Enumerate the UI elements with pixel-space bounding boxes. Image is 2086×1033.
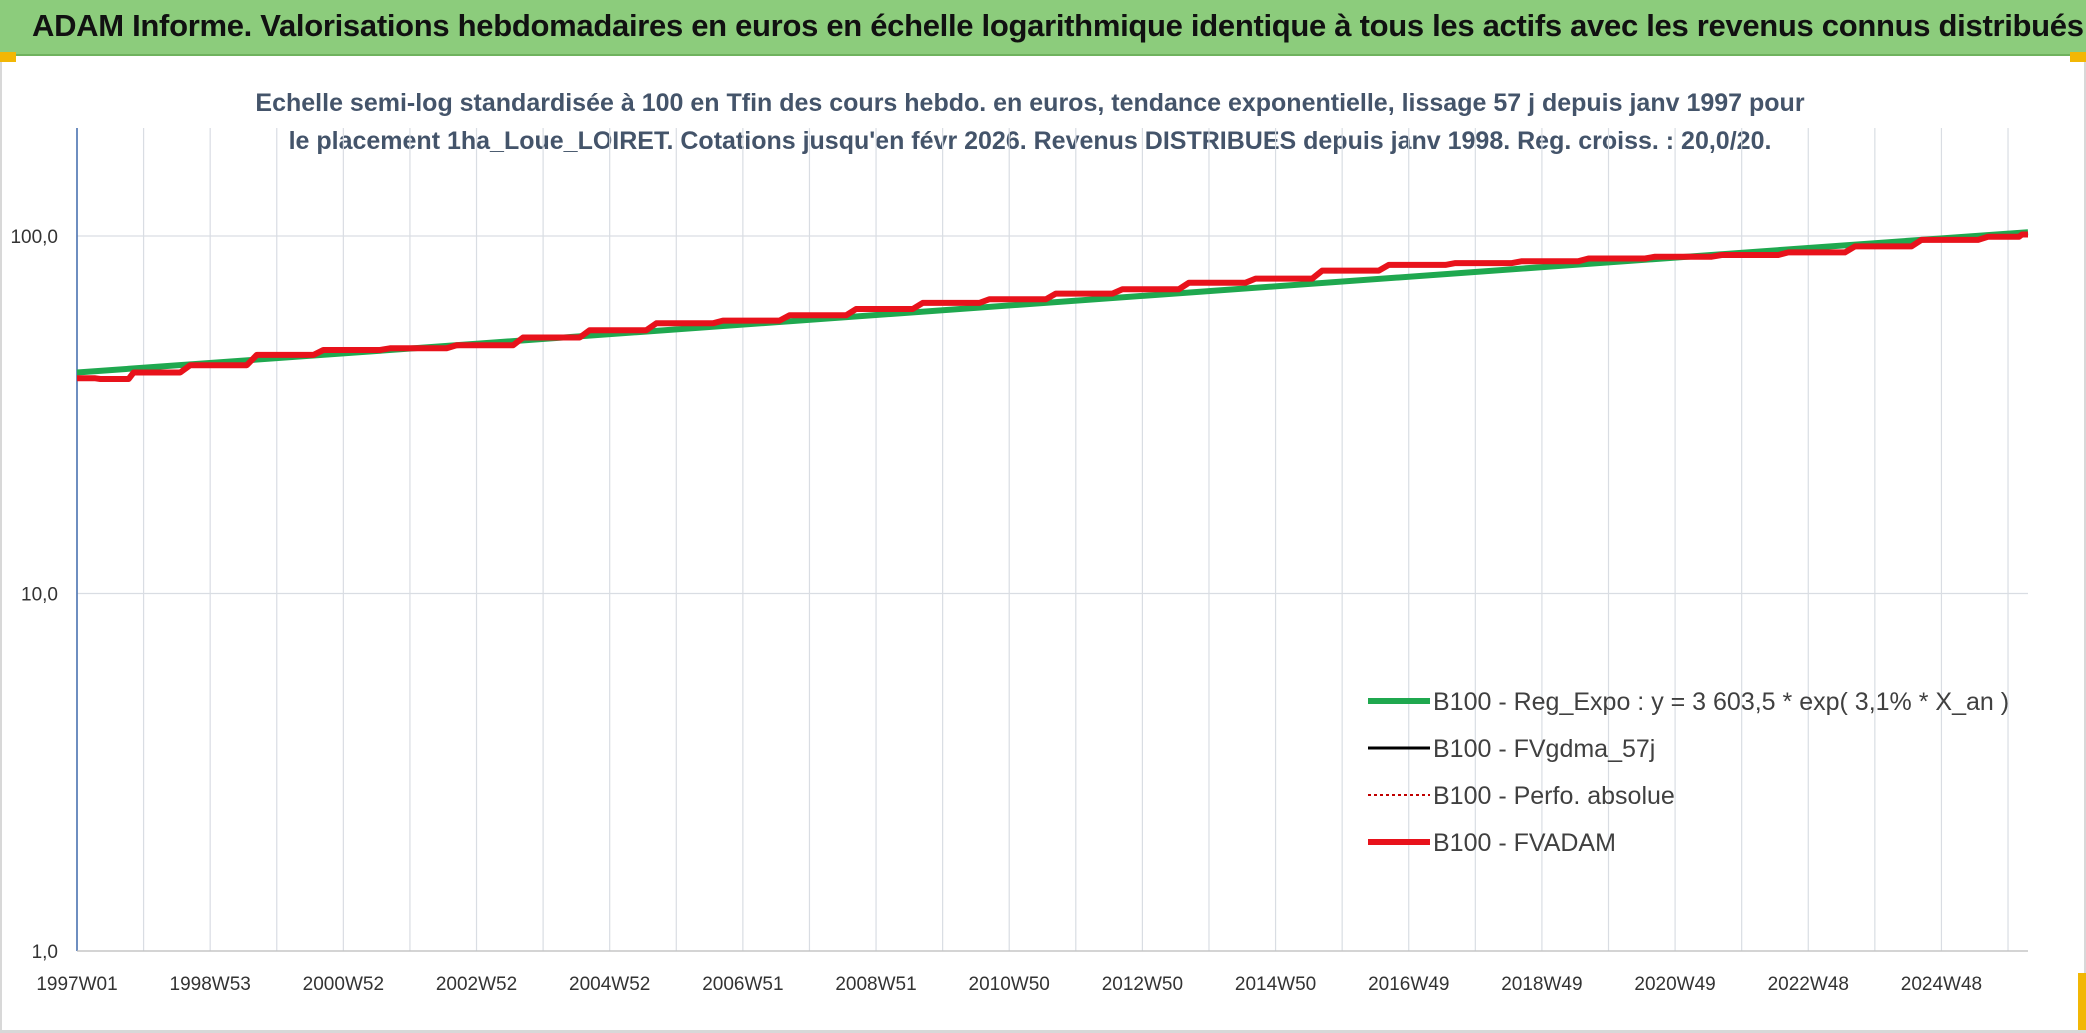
legend-label: B100 - FVgdma_57j <box>1433 735 1655 763</box>
legend-label: B100 - Reg_Expo : y = 3 603,5 * exp( 3,1… <box>1433 688 2009 716</box>
x-tick-label: 1998W53 <box>170 974 251 995</box>
x-tick-label: 2024W48 <box>1901 974 1982 995</box>
series-line-3 <box>77 231 2028 382</box>
y-tick-label: 10,0 <box>21 585 58 606</box>
x-tick-label: 2000W52 <box>303 974 384 995</box>
title-banner: ADAM Informe. Valorisations hebdomadaire… <box>0 0 2086 56</box>
legend-label: B100 - FVADAM <box>1433 829 1616 857</box>
x-tick-label: 2014W50 <box>1235 974 1316 995</box>
x-tick-label: 2010W50 <box>969 974 1050 995</box>
y-tick-label: 1,0 <box>32 942 58 963</box>
x-tick-label: 2004W52 <box>569 974 650 995</box>
grid-lines <box>77 128 2028 952</box>
x-tick-label: 2012W50 <box>1102 974 1183 995</box>
x-tick-label: 2022W48 <box>1768 974 1849 995</box>
corner-marker-left <box>0 52 16 62</box>
x-tick-label: 2002W52 <box>436 974 517 995</box>
series-lines <box>76 229 2029 382</box>
corner-marker-bottom-right <box>2078 973 2086 1033</box>
x-tick-label: 2006W51 <box>702 974 783 995</box>
y-tick-label: 100,0 <box>10 227 58 248</box>
chart-title: Echelle semi-log standardisée à 100 en T… <box>255 89 1805 155</box>
x-tick-label: 1997W01 <box>36 974 117 995</box>
x-tick-label: 2020W49 <box>1634 974 1715 995</box>
legend: B100 - Reg_Expo : y = 3 603,5 * exp( 3,1… <box>1368 688 2009 857</box>
x-tick-label: 2018W49 <box>1501 974 1582 995</box>
x-tick-label: 2008W51 <box>835 974 916 995</box>
page-title: ADAM Informe. Valorisations hebdomadaire… <box>32 8 2084 43</box>
bottom-border <box>0 1030 2086 1033</box>
axes: 100,0 10,0 1,0 1997W01 1998W53 2000W52 2002W52… <box>10 128 2028 995</box>
legend-label: B100 - Perfo. absolue <box>1433 782 1675 810</box>
x-tick-label: 2016W49 <box>1368 974 1449 995</box>
corner-marker-right <box>2070 52 2086 62</box>
